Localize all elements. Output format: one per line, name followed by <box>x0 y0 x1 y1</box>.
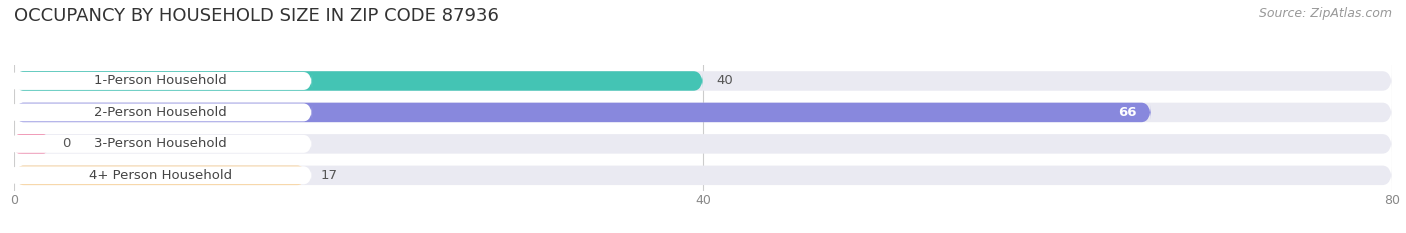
FancyBboxPatch shape <box>8 135 312 153</box>
FancyBboxPatch shape <box>8 72 312 90</box>
FancyBboxPatch shape <box>14 134 1392 154</box>
Text: 66: 66 <box>1119 106 1137 119</box>
FancyBboxPatch shape <box>14 71 1392 91</box>
FancyBboxPatch shape <box>8 166 312 184</box>
Text: 4+ Person Household: 4+ Person Household <box>89 169 232 182</box>
Text: 3-Person Household: 3-Person Household <box>94 137 226 150</box>
FancyBboxPatch shape <box>14 166 307 185</box>
FancyBboxPatch shape <box>14 134 48 154</box>
FancyBboxPatch shape <box>14 71 703 91</box>
Text: 0: 0 <box>62 137 70 150</box>
FancyBboxPatch shape <box>14 103 1152 122</box>
Text: 2-Person Household: 2-Person Household <box>94 106 226 119</box>
Text: 17: 17 <box>321 169 337 182</box>
FancyBboxPatch shape <box>14 166 1392 185</box>
Text: 40: 40 <box>717 75 734 87</box>
FancyBboxPatch shape <box>8 103 312 121</box>
Text: 1-Person Household: 1-Person Household <box>94 75 226 87</box>
FancyBboxPatch shape <box>14 103 1392 122</box>
Text: Source: ZipAtlas.com: Source: ZipAtlas.com <box>1258 7 1392 20</box>
Text: OCCUPANCY BY HOUSEHOLD SIZE IN ZIP CODE 87936: OCCUPANCY BY HOUSEHOLD SIZE IN ZIP CODE … <box>14 7 499 25</box>
